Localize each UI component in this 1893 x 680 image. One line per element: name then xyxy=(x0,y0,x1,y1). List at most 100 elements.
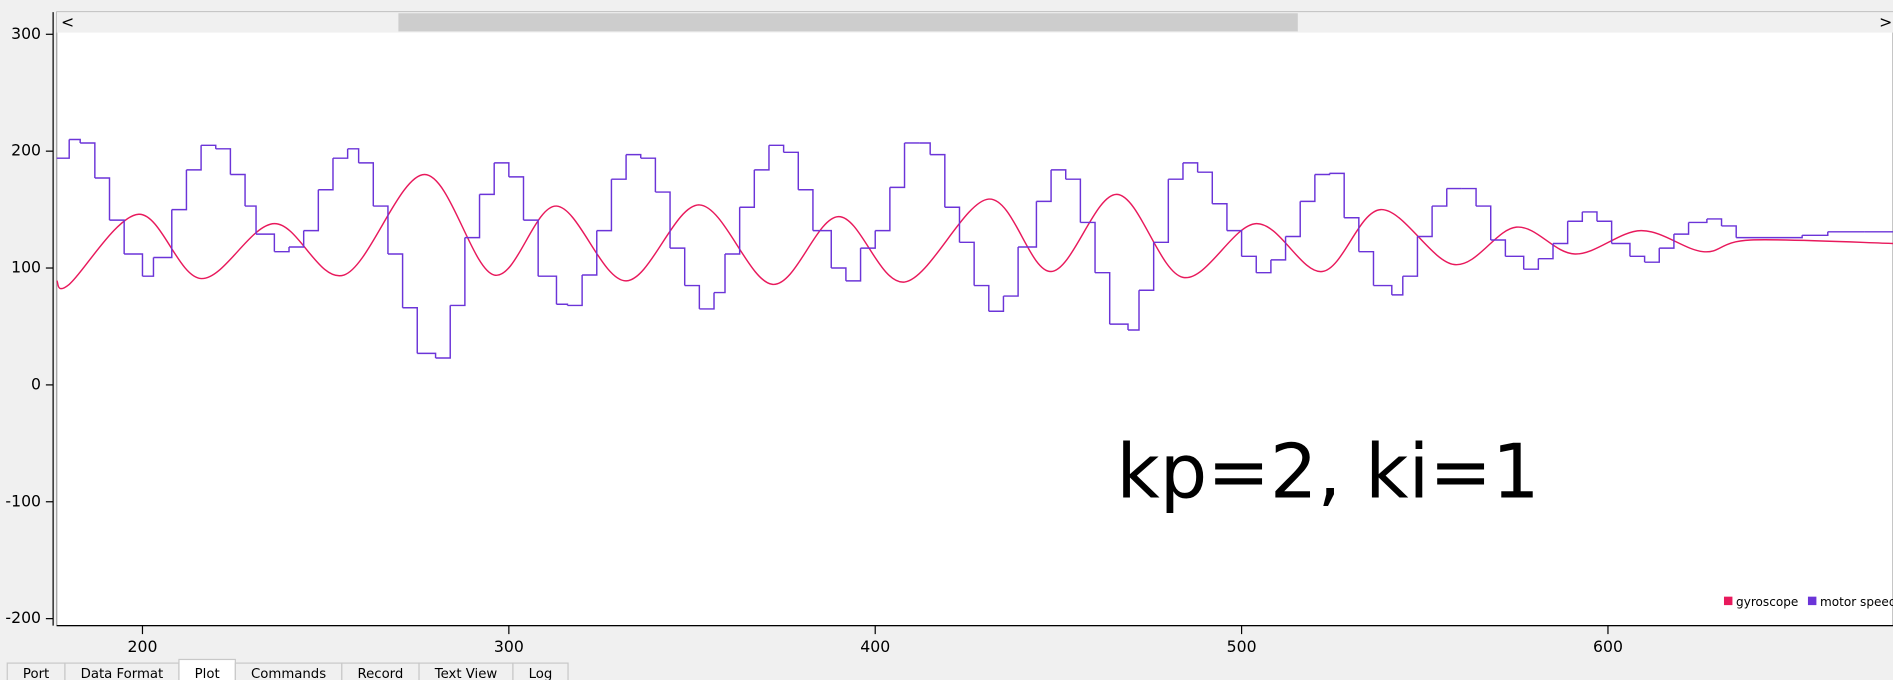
step-segment xyxy=(245,205,257,235)
step-segment xyxy=(171,169,188,211)
step-segment xyxy=(508,176,525,221)
tab-label: Log xyxy=(529,667,553,680)
step-segment xyxy=(1065,178,1082,223)
step-segment xyxy=(845,248,862,282)
step-segment xyxy=(1505,255,1525,270)
step-segment xyxy=(303,189,320,232)
step-segment xyxy=(1659,234,1675,249)
step-segment xyxy=(655,191,671,249)
step-segment xyxy=(1802,231,1829,237)
tab-label: Record xyxy=(358,667,404,680)
step-segment xyxy=(1128,290,1140,331)
step-segment xyxy=(201,144,217,149)
step-segment xyxy=(479,162,495,196)
step-segment xyxy=(1080,221,1096,273)
scroll-thumb[interactable] xyxy=(398,13,1298,32)
step-segment xyxy=(318,158,334,191)
step-segment xyxy=(988,296,1005,312)
step-segment xyxy=(1241,255,1257,273)
step-segment xyxy=(1611,242,1631,257)
step-segment xyxy=(798,188,814,231)
step-segment xyxy=(1109,323,1129,330)
step-segment xyxy=(450,237,466,307)
step-segment xyxy=(1051,169,1067,180)
scroll-right[interactable]: > xyxy=(1879,12,1892,31)
step-segment xyxy=(142,257,155,277)
step-segment xyxy=(1153,179,1170,244)
step-segment xyxy=(1461,187,1477,207)
step-segment xyxy=(684,284,701,309)
y-tick-label: 300 xyxy=(11,24,41,43)
step-segment xyxy=(358,162,375,207)
step-segment xyxy=(1523,258,1540,270)
tab-label: Text View xyxy=(434,667,498,680)
step-segment xyxy=(1567,211,1584,223)
step-segment xyxy=(215,148,232,175)
step-segment xyxy=(699,292,715,310)
step-segment xyxy=(739,169,756,208)
step-segment xyxy=(1391,276,1404,296)
step-segment xyxy=(1270,236,1287,261)
step-segment xyxy=(626,153,642,159)
x-tick-label: 300 xyxy=(494,637,524,656)
step-segment xyxy=(274,246,290,253)
step-segment xyxy=(831,267,847,281)
marks xyxy=(56,138,1893,359)
step-segment xyxy=(1139,242,1155,291)
step-segment xyxy=(596,179,613,232)
step-segment xyxy=(875,187,891,232)
step-segment xyxy=(464,194,481,239)
step-segment xyxy=(959,241,975,286)
step-segment xyxy=(1538,243,1554,260)
series-line xyxy=(56,173,1893,290)
tab[interactable] xyxy=(512,662,569,680)
step-segment xyxy=(919,142,931,155)
step-segment xyxy=(768,144,785,153)
step-segment xyxy=(124,253,144,277)
step-segment xyxy=(1582,211,1598,222)
tab-bar: Port Data Format Plot Commands Record Text Vi… xyxy=(6,658,569,680)
step-segment xyxy=(714,253,726,294)
step-segment xyxy=(153,209,173,259)
step-segment xyxy=(1197,171,1214,204)
step-segment xyxy=(289,230,305,248)
step-segment xyxy=(109,219,125,254)
step-segment xyxy=(567,275,583,307)
step-segment xyxy=(69,138,81,143)
tab-label: Port xyxy=(23,667,49,680)
step-segment xyxy=(94,177,111,221)
step-segment xyxy=(1329,172,1345,218)
step-segment xyxy=(670,247,686,286)
step-segment xyxy=(783,151,800,190)
scroll-left[interactable]: < xyxy=(61,12,74,31)
step-segment xyxy=(1314,173,1331,176)
step-segment xyxy=(1212,203,1228,231)
step-segment xyxy=(56,139,70,159)
step-segment xyxy=(1721,225,1737,238)
step-segment xyxy=(1402,236,1419,277)
legend-label: gyroscope xyxy=(1736,595,1798,609)
step-segment xyxy=(1300,174,1316,203)
step-segment xyxy=(1417,206,1433,238)
x-tick-label: 200 xyxy=(127,637,157,656)
step-segment xyxy=(725,207,741,255)
step-segment xyxy=(1168,162,1184,180)
step-segment xyxy=(1036,169,1052,203)
step-segment xyxy=(332,148,349,159)
step-segment xyxy=(1373,284,1393,295)
step-segment xyxy=(1706,218,1723,226)
step-segment xyxy=(256,233,276,252)
legend-swatch xyxy=(1807,596,1817,606)
legend-swatch xyxy=(1723,596,1733,606)
step-segment xyxy=(435,305,451,359)
step-segment xyxy=(944,206,961,243)
tab-label: Commands xyxy=(251,667,326,680)
step-segment xyxy=(974,284,990,312)
step-segment xyxy=(1673,222,1690,235)
tab-label: Data Format xyxy=(81,667,164,680)
step-segment xyxy=(1003,246,1019,297)
step-segment xyxy=(754,145,770,171)
step-segment xyxy=(80,142,96,179)
step-segment xyxy=(1095,271,1111,325)
